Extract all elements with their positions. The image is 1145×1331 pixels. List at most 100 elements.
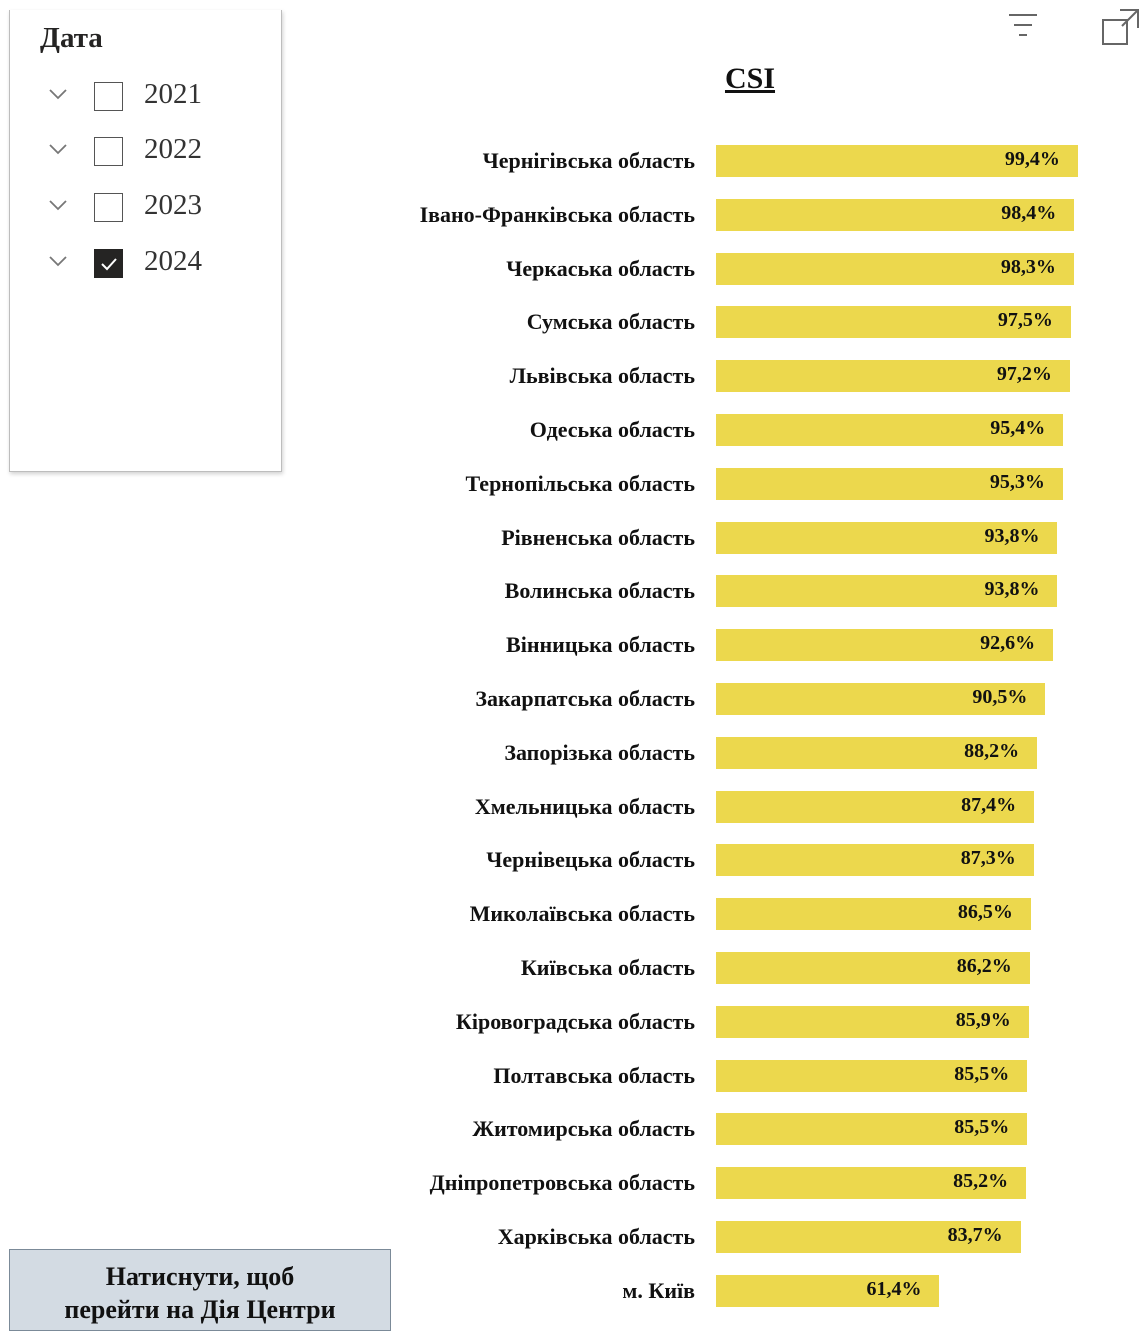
- data-label: 98,3%: [1000, 255, 1056, 278]
- slicer-item[interactable]: 2022: [46, 133, 266, 173]
- focus-mode-icon[interactable]: [1100, 6, 1139, 45]
- data-label: 87,4%: [961, 793, 1017, 816]
- data-label: 87,3%: [960, 847, 1016, 870]
- category-label: Львівська область: [509, 363, 695, 389]
- bar-row: Чернігівська область 99,4%: [0, 136, 1145, 190]
- data-label: 85,9%: [955, 1008, 1011, 1031]
- data-label: 83,7%: [947, 1224, 1003, 1246]
- category-label: Хмельницька область: [474, 793, 695, 819]
- chevron-down-icon[interactable]: [46, 195, 70, 215]
- bar[interactable]: [716, 198, 1075, 231]
- bar[interactable]: [716, 1221, 1021, 1253]
- bar[interactable]: [716, 629, 1054, 662]
- slicer-item[interactable]: 2021: [46, 78, 266, 118]
- category-label: Сумська область: [526, 309, 695, 335]
- bar-row: Волинська область 93,8%: [0, 566, 1145, 620]
- category-label: Волинська область: [504, 578, 695, 604]
- data-label: 90,5%: [972, 686, 1028, 708]
- bar[interactable]: [716, 575, 1058, 608]
- slicer-item-label: 2021: [144, 78, 202, 110]
- bar-row: Закарпатська область 90,5%: [0, 674, 1145, 728]
- category-label: Черкаська область: [506, 255, 695, 281]
- bar[interactable]: [716, 844, 1034, 877]
- bar-row: Миколаївська область 86,5%: [0, 889, 1145, 943]
- category-label: Чернівецька область: [486, 847, 695, 873]
- data-label: 86,2%: [956, 955, 1012, 977]
- bar[interactable]: [716, 360, 1070, 393]
- bar[interactable]: [716, 683, 1046, 715]
- bar[interactable]: [716, 306, 1071, 339]
- checkbox[interactable]: [94, 82, 123, 111]
- bar[interactable]: [716, 414, 1064, 446]
- go-to-diia-centers-button[interactable]: Натиснути, щоб перейти на Дія Центри: [9, 1249, 391, 1331]
- chart-title: CSI: [724, 62, 776, 95]
- checkbox[interactable]: [94, 249, 123, 278]
- bar-row: Вінницька область 92,6%: [0, 620, 1145, 674]
- slicer-item-label: 2022: [144, 133, 202, 165]
- slicer-item-label: 2023: [144, 189, 202, 221]
- data-label: 95,4%: [990, 417, 1046, 439]
- chevron-down-icon[interactable]: [46, 251, 70, 271]
- slicer-item[interactable]: 2023: [46, 189, 266, 229]
- bar-row: Полтавська область 85,5%: [0, 1051, 1145, 1105]
- bar-row: Рівненська область 93,8%: [0, 513, 1145, 567]
- chevron-down-icon[interactable]: [46, 84, 70, 104]
- date-slicer: Дата 2021 2022 2023 2024: [9, 10, 282, 472]
- bar-row: Сумська область 97,5%: [0, 297, 1145, 351]
- bar-row: Одеська область 95,4%: [0, 405, 1145, 459]
- data-label: 98,4%: [1001, 201, 1057, 224]
- bar[interactable]: [716, 145, 1078, 177]
- bar-row: Хмельницька область 87,4%: [0, 782, 1145, 836]
- data-label: 88,2%: [964, 739, 1020, 762]
- bar[interactable]: [716, 252, 1074, 285]
- data-label: 85,2%: [953, 1170, 1009, 1193]
- category-label: Житомирська область: [472, 1116, 695, 1142]
- bar[interactable]: [716, 790, 1035, 823]
- data-label: 99,4%: [1004, 148, 1060, 170]
- category-label: Рівненська область: [501, 524, 695, 550]
- data-label: 97,2%: [996, 363, 1052, 386]
- bar-row: Дніпропетровська область 85,2%: [0, 1158, 1145, 1212]
- data-label: 92,6%: [980, 632, 1036, 655]
- nav-button-line2: перейти на Дія Центри: [64, 1295, 336, 1324]
- category-label: Дніпропетровська область: [429, 1170, 695, 1196]
- bar[interactable]: [716, 1113, 1028, 1146]
- category-label: Кіровоградська область: [455, 1008, 695, 1034]
- slicer-item[interactable]: 2024: [46, 245, 266, 285]
- checkbox[interactable]: [94, 137, 123, 166]
- category-label: Київська область: [520, 955, 695, 980]
- bar[interactable]: [716, 521, 1058, 554]
- chevron-down-icon[interactable]: [46, 139, 70, 159]
- bar-row: м. Київ 61,4%: [0, 1266, 1145, 1320]
- bar[interactable]: [716, 1005, 1029, 1038]
- filter-icon[interactable]: [1005, 6, 1041, 42]
- checkbox[interactable]: [94, 193, 123, 222]
- data-label: 85,5%: [954, 1062, 1010, 1085]
- bar-row: Чернівецька область 87,3%: [0, 835, 1145, 889]
- nav-button-line1: Натиснути, щоб: [105, 1262, 295, 1291]
- data-label: 85,5%: [954, 1116, 1010, 1139]
- category-label: м. Київ: [622, 1277, 695, 1303]
- bar[interactable]: [716, 1059, 1028, 1092]
- bar[interactable]: [716, 1274, 940, 1307]
- category-label: Тернопільська область: [465, 470, 695, 496]
- bar[interactable]: [716, 898, 1031, 931]
- bar-row: Запорізька область 88,2%: [0, 728, 1145, 782]
- category-label: Вінницька область: [506, 632, 695, 658]
- bar[interactable]: [716, 467, 1063, 500]
- data-label: 93,8%: [984, 524, 1040, 547]
- bar[interactable]: [716, 736, 1038, 769]
- bar-row: Київська область 86,2%: [0, 943, 1145, 997]
- bar[interactable]: [716, 1167, 1027, 1200]
- bar[interactable]: [716, 952, 1030, 984]
- category-label: Івано-Франківська область: [419, 201, 695, 227]
- data-label: 95,3%: [989, 470, 1045, 493]
- category-label: Миколаївська область: [469, 901, 695, 927]
- bar-row: Львівська область 97,2%: [0, 351, 1145, 405]
- category-label: Чернігівська область: [482, 148, 695, 173]
- data-label: 86,5%: [957, 901, 1013, 924]
- category-label: Одеська область: [529, 417, 695, 442]
- data-label: 61,4%: [866, 1277, 922, 1300]
- category-label: Полтавська область: [493, 1062, 695, 1088]
- bar-row: Житомирська область 85,5%: [0, 1104, 1145, 1158]
